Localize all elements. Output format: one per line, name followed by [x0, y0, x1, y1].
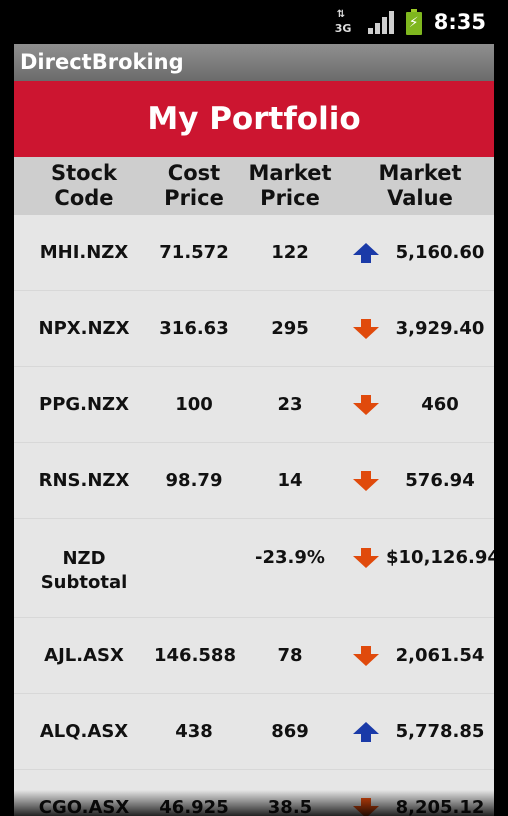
cost-price: 146.588	[154, 645, 236, 666]
stock-code: PPG.NZX	[39, 393, 129, 415]
market-price: 14	[277, 470, 303, 491]
table-row[interactable]: RNS.NZX 98.79 14 576.94	[14, 443, 494, 519]
market-value: 2,061.54	[395, 645, 485, 666]
table-row[interactable]: PPG.NZX 100 23 460	[14, 367, 494, 443]
market-value: 5,778.85	[395, 721, 485, 742]
market-value: 5,160.60	[395, 242, 485, 263]
trend-up-icon	[346, 721, 386, 743]
header-cost-price: Cost Price	[164, 161, 224, 210]
table-header: Stock Code Cost Price Market Price Marke…	[14, 157, 494, 215]
cost-price: 100	[175, 394, 213, 415]
stock-code: MHI.NZX	[39, 241, 129, 263]
trend-up-icon	[346, 242, 386, 264]
market-price: 295	[271, 318, 309, 339]
header-stock-code: Stock Code	[50, 161, 117, 210]
market-value: 576.94	[405, 470, 475, 491]
trend-down-icon	[346, 318, 386, 340]
stock-code: ALQ.ASX	[39, 720, 129, 742]
cost-price: 98.79	[165, 470, 223, 491]
market-price: 78	[277, 645, 303, 666]
market-value: 460	[421, 394, 459, 415]
header-market-price: Market Price	[248, 161, 332, 210]
network-3g-icon: ⇅ 3G	[334, 9, 352, 35]
stock-code: RNS.NZX	[38, 469, 130, 491]
battery-charging-icon: ⚡	[405, 9, 422, 35]
trend-down-icon	[346, 645, 386, 667]
stock-code: NPX.NZX	[38, 317, 130, 339]
market-price: 869	[271, 721, 309, 742]
status-bar: ⇅ 3G ⚡ 8:35	[0, 0, 508, 44]
stock-code: NZD Subtotal	[40, 548, 128, 593]
market-value: $10,126.94	[386, 547, 494, 568]
market-price: 122	[271, 242, 309, 263]
trend-down-icon	[346, 519, 386, 569]
table-row[interactable]: MHI.NZX 71.572 122 5,160.60	[14, 215, 494, 291]
cost-price: 71.572	[159, 242, 229, 263]
header-market-value: Market Value	[378, 161, 462, 210]
market-value: 3,929.40	[395, 318, 485, 339]
scroll-fade	[14, 790, 494, 816]
market-price: 23	[277, 394, 303, 415]
app-title: DirectBroking	[14, 44, 494, 81]
cost-price	[154, 519, 234, 547]
table-row[interactable]: NPX.NZX 316.63 295 3,929.40	[14, 291, 494, 367]
table-row[interactable]: AJL.ASX 146.588 78 2,061.54	[14, 618, 494, 694]
market-price: -23.9%	[255, 547, 325, 568]
trend-down-icon	[346, 394, 386, 416]
page-title: My Portfolio	[14, 81, 494, 157]
portfolio-list[interactable]: MHI.NZX 71.572 122 5,160.60 NPX.NZX 316.63 295…	[14, 215, 494, 816]
app-window: DirectBroking My Portfolio Stock Code Co…	[14, 44, 494, 816]
trend-down-icon	[346, 470, 386, 492]
cost-price: 316.63	[159, 318, 229, 339]
stock-code: AJL.ASX	[44, 644, 124, 666]
signal-strength-icon	[367, 10, 394, 34]
table-row[interactable]: ALQ.ASX 438 869 5,778.85	[14, 694, 494, 770]
clock: 8:35	[433, 10, 486, 34]
cost-price: 438	[175, 721, 213, 742]
table-row[interactable]: NZD Subtotal -23.9% $10,126.94	[14, 519, 494, 618]
